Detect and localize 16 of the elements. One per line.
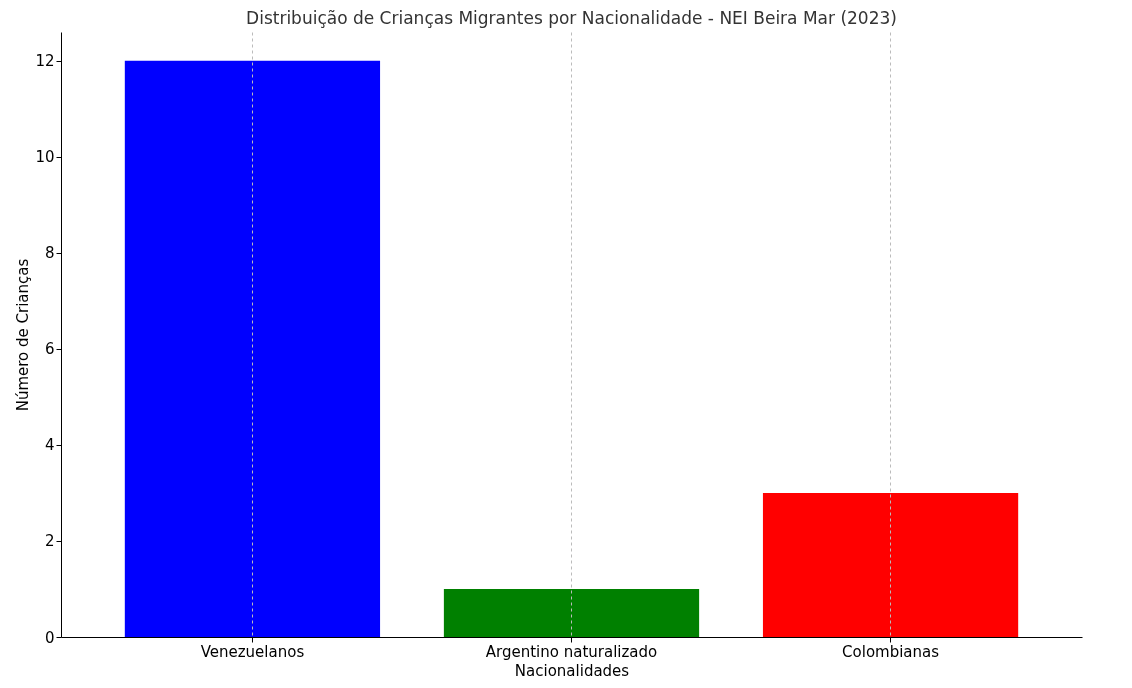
x-tick-label: Colombianas: [842, 642, 940, 661]
bar: [762, 492, 1019, 637]
y-tick-label: 8: [44, 244, 55, 263]
x-tick-label: Venezuelanos: [200, 642, 305, 661]
y-tick-label: 10: [35, 148, 55, 167]
x-axis-title: Nacionalidades: [514, 661, 630, 680]
y-tick-label: 6: [44, 340, 55, 359]
y-tick-label: 12: [35, 52, 55, 71]
x-tick-label: Argentino naturalizado: [485, 642, 658, 661]
y-tick-label: 4: [44, 436, 55, 455]
chart-title: Distribuição de Crianças Migrantes por Nacionalidade - NEI Beira Mar (2023): [246, 8, 897, 28]
y-tick-label: 0: [44, 628, 55, 647]
bar: [443, 588, 700, 637]
y-tick-label: 2: [44, 532, 55, 551]
y-axis-title: Número de Crianças: [14, 258, 33, 412]
bar: [124, 60, 381, 637]
